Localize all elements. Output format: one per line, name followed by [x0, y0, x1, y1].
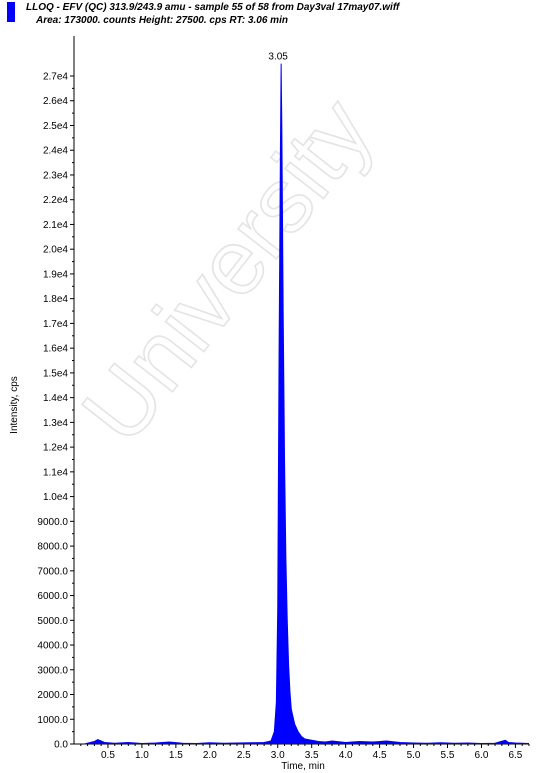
y-tick-label: 6000.0 [37, 591, 68, 602]
x-tick-label: 5.5 [441, 750, 455, 761]
y-tick-label: 2.4e4 [43, 146, 68, 157]
x-tick-label: 5.0 [407, 750, 421, 761]
y-tick-label: 1.9e4 [43, 269, 68, 280]
y-tick-label: 2.2e4 [43, 195, 68, 206]
x-tick-label: 3.5 [305, 750, 319, 761]
y-tick-label: 5000.0 [37, 616, 68, 627]
series-line [84, 63, 530, 745]
peak-label: 3.05 [268, 52, 288, 63]
x-tick-label: 1.0 [135, 750, 149, 761]
y-tick-label: 2.6e4 [43, 96, 68, 107]
y-tick-label: 1.6e4 [43, 344, 68, 355]
axes: 0.0 1000.0 2000.0 3000.0 4000.0 5000.0 6000.0 7… [37, 36, 530, 761]
x-tick-label: 6.5 [508, 750, 522, 761]
y-tick-label: 1.7e4 [43, 319, 68, 330]
x-tick-label: 4.5 [373, 750, 387, 761]
y-tick-label: 8000.0 [37, 542, 68, 553]
y-axis-title: Intensity, cps [9, 376, 20, 434]
y-tick-label: 1.0e4 [43, 492, 68, 503]
x-axis-title: Time, min [281, 761, 325, 772]
y-tick-label: 2.1e4 [43, 220, 68, 231]
x-tick-label: 3.0 [271, 750, 285, 761]
y-tick-label: 1.5e4 [43, 368, 68, 379]
watermark-text: University [63, 80, 392, 461]
y-tick-label: 0.0 [54, 740, 68, 751]
x-tick-label: 4.0 [339, 750, 353, 761]
x-tick-label: 1.5 [169, 750, 183, 761]
y-tick-label: 2.3e4 [43, 170, 68, 181]
y-tick-label: 1000.0 [37, 715, 68, 726]
y-tick-label: 2.7e4 [43, 72, 68, 83]
y-tick-label: 4000.0 [37, 641, 68, 652]
chart-subtitle: Area: 173000. counts Height: 27500. cps … [36, 15, 288, 26]
y-tick-label: 9000.0 [37, 517, 68, 528]
y-tick-label: 2000.0 [37, 690, 68, 701]
y-tick-label: 1.2e4 [43, 443, 68, 454]
y-tick-label: 2.5e4 [43, 121, 68, 132]
legend-swatch [7, 2, 15, 22]
chart-title: LLOQ - EFV (QC) 313.9/243.9 amu - sample… [26, 2, 400, 13]
x-tick-label: 0.5 [101, 750, 115, 761]
x-tick-label: 2.0 [203, 750, 217, 761]
y-tick-label: 2.0e4 [43, 245, 68, 256]
y-tick-label: 1.1e4 [43, 467, 68, 478]
y-tick-label: 1.4e4 [43, 393, 68, 404]
x-tick-label: 6.0 [475, 750, 489, 761]
y-tick-label: 1.3e4 [43, 418, 68, 429]
y-tick-label: 7000.0 [37, 566, 68, 577]
data-marks: 3.05 [84, 52, 530, 745]
y-tick-label: 3000.0 [37, 665, 68, 676]
y-tick-label: 1.8e4 [43, 294, 68, 305]
x-tick-label: 2.5 [237, 750, 251, 761]
